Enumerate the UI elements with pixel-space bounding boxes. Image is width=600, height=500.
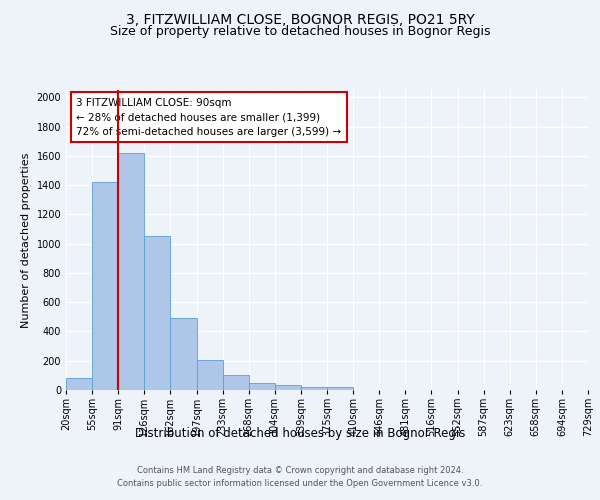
Bar [118, 153, 145, 390]
Bar [197, 360, 223, 390]
Bar [66, 378, 92, 390]
Bar [223, 374, 249, 390]
Text: Size of property relative to detached houses in Bognor Regis: Size of property relative to detached ho… [110, 25, 490, 38]
Bar [170, 318, 197, 390]
Bar [92, 182, 118, 390]
Text: Distribution of detached houses by size in Bognor Regis: Distribution of detached houses by size … [135, 428, 465, 440]
Text: 3 FITZWILLIAM CLOSE: 90sqm
← 28% of detached houses are smaller (1,399)
72% of s: 3 FITZWILLIAM CLOSE: 90sqm ← 28% of deta… [76, 98, 341, 137]
Bar [275, 385, 301, 390]
Text: 3, FITZWILLIAM CLOSE, BOGNOR REGIS, PO21 5RY: 3, FITZWILLIAM CLOSE, BOGNOR REGIS, PO21… [125, 12, 475, 26]
Bar [301, 387, 327, 390]
Bar [249, 383, 275, 390]
Bar [145, 236, 170, 390]
Y-axis label: Number of detached properties: Number of detached properties [21, 152, 31, 328]
Bar [327, 388, 353, 390]
Text: Contains HM Land Registry data © Crown copyright and database right 2024.
Contai: Contains HM Land Registry data © Crown c… [118, 466, 482, 487]
